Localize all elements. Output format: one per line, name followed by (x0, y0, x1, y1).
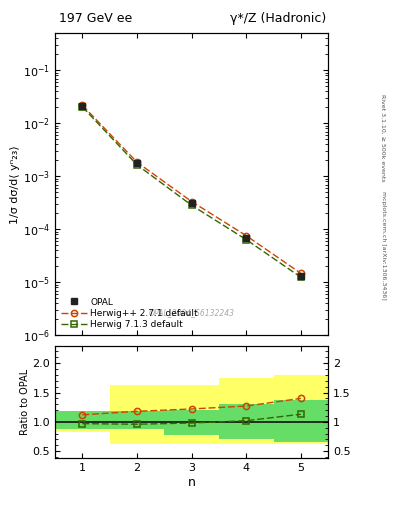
Bar (55, 411, 110, 429)
Bar (274, 375, 328, 444)
Y-axis label: Ratio to OPAL: Ratio to OPAL (20, 369, 29, 435)
X-axis label: n: n (187, 476, 196, 489)
Bar (55, 411, 110, 433)
Bar (164, 386, 219, 444)
Text: Rivet 3.1.10, ≥ 500k events: Rivet 3.1.10, ≥ 500k events (381, 94, 386, 182)
Y-axis label: 1/σ dσ/d⟨ yⁿ₂₃⟩: 1/σ dσ/d⟨ yⁿ₂₃⟩ (10, 145, 20, 224)
Text: 197 GeV ee: 197 GeV ee (59, 12, 132, 25)
Text: mcplots.cern.ch [arXiv:1306.3436]: mcplots.cern.ch [arXiv:1306.3436] (381, 191, 386, 300)
Bar (219, 378, 274, 444)
Legend: OPAL, Herwig++ 2.7.1 default, Herwig 7.1.3 default: OPAL, Herwig++ 2.7.1 default, Herwig 7.1… (59, 296, 200, 331)
Bar (110, 386, 164, 444)
Bar (110, 411, 164, 429)
Bar (274, 399, 328, 442)
Text: OPAL_2004_S6132243: OPAL_2004_S6132243 (149, 308, 235, 317)
Text: γ*/Z (Hadronic): γ*/Z (Hadronic) (230, 12, 326, 25)
Bar (219, 404, 274, 439)
Bar (164, 410, 219, 435)
